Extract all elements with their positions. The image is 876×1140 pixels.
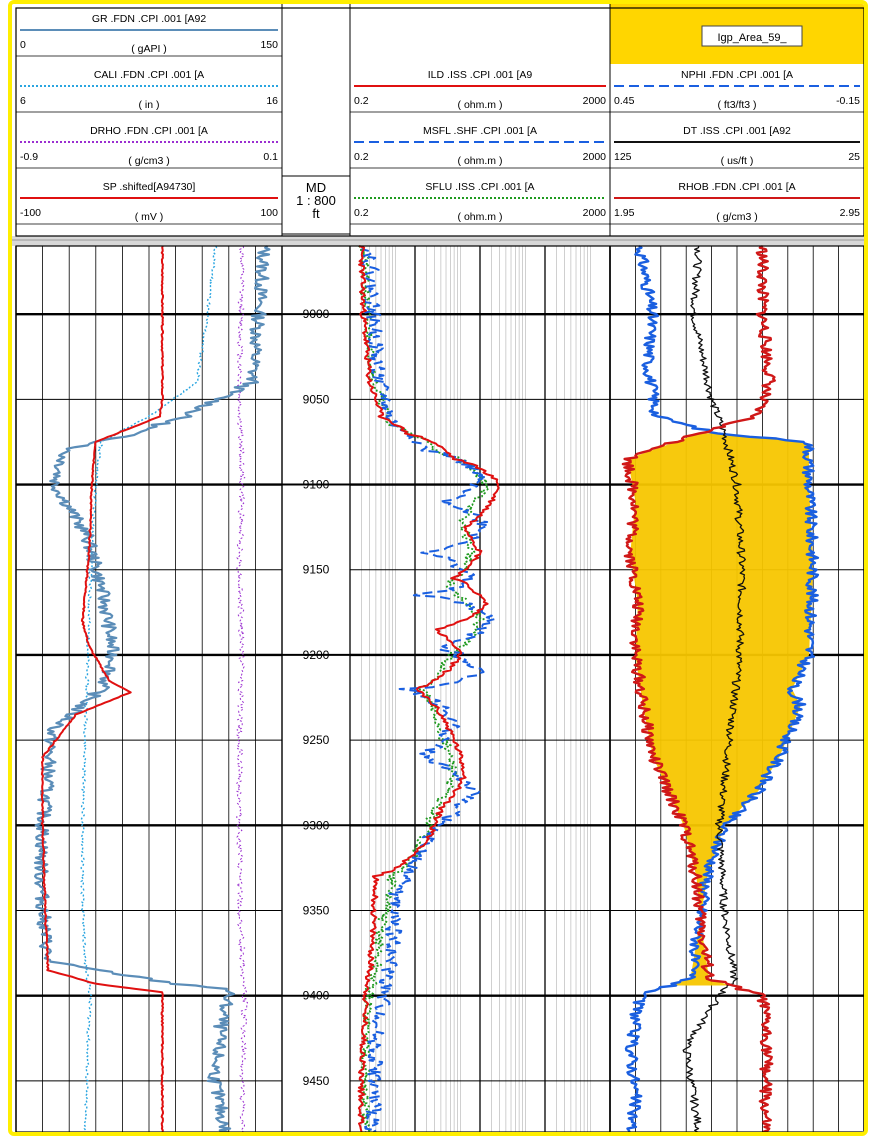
track2-scale-max: 2000 [583, 95, 607, 107]
depth-tick-label: 9400 [303, 989, 330, 1003]
track1-scale-max: 16 [266, 95, 278, 107]
depth-header-box [281, 175, 351, 235]
track2-scale-min: 0.2 [354, 207, 369, 219]
depth-tick-label: 9100 [303, 478, 330, 492]
track3-curve-unit: ( us/ft ) [721, 155, 754, 167]
track1-curve-name: SP .shifted[A94730] [103, 181, 196, 193]
track1-scale-max: 0.1 [263, 151, 278, 163]
ild-curve [357, 245, 500, 1132]
track1-curve-name: DRHO .FDN .CPI .001 [A [90, 125, 208, 137]
track1-scale-min: -0.9 [20, 151, 38, 163]
track2-scale-max: 2000 [583, 151, 607, 163]
track2-curve-name: MSFL .SHF .CPI .001 [A [423, 125, 537, 137]
track1-curve-unit: ( mV ) [135, 211, 164, 223]
track2-curve-unit: ( ohm.m ) [458, 99, 503, 111]
track1-curve-name: CALI .FDN .CPI .001 [A [94, 69, 204, 81]
well-log-panel: Igp_Area_59_ GR .FDN .CPI .001 [A92 0 150 ( … [8, 0, 868, 1136]
depth-tick-label: 9150 [303, 563, 330, 577]
track1-curve-name: GR .FDN .CPI .001 [A92 [92, 13, 207, 25]
area-label: Igp_Area_59_ [717, 32, 787, 44]
track2-curve-unit: ( ohm.m ) [458, 211, 503, 223]
track2-curve-name: ILD .ISS .CPI .001 [A9 [428, 69, 533, 81]
track3-scale-min: 0.45 [614, 95, 635, 107]
depth-header-unit: ft [312, 206, 320, 221]
track1-scale-min: 0 [20, 39, 26, 51]
track1-scale-max: 100 [260, 207, 278, 219]
track1-curve-unit: ( in ) [139, 99, 160, 111]
track3-curve-unit: ( g/cm3 ) [716, 211, 757, 223]
plot-border [15, 245, 864, 1132]
depth-header-md: MD [306, 180, 326, 195]
track2-curve-name: SFLU .ISS .CPI .001 [A [425, 181, 534, 193]
depth-tick-label: 9000 [303, 307, 330, 321]
track3-curve-name: DT .ISS .CPI .001 [A92 [683, 125, 791, 137]
well-log-chart: Igp_Area_59_ GR .FDN .CPI .001 [A92 0 150 ( … [12, 4, 864, 1132]
track3-scale-min: 1.95 [614, 207, 635, 219]
depth-tick-label: 9350 [303, 904, 330, 918]
track2-scale-max: 2000 [583, 207, 607, 219]
crossover-fill-area [628, 433, 814, 986]
depth-header-scale: 1 : 800 [296, 193, 336, 208]
gr-curve [33, 245, 271, 1132]
track1-scale-min: 6 [20, 95, 26, 107]
track3-curve-name: RHOB .FDN .CPI .001 [A [678, 181, 795, 193]
track1-curve-unit: ( g/cm3 ) [128, 155, 169, 167]
cali-curve [80, 245, 218, 1132]
track3-scale-max: 25 [848, 151, 860, 163]
depth-tick-label: 9250 [303, 733, 330, 747]
nphi-curve [624, 245, 820, 1132]
track3-scale-min: 125 [614, 151, 632, 163]
sflu-curve [358, 245, 490, 1132]
depth-tick-label: 9300 [303, 818, 330, 832]
track1-scale-max: 150 [260, 39, 278, 51]
sp-curve [40, 245, 164, 1132]
track2-scale-min: 0.2 [354, 95, 369, 107]
track2-scale-min: 0.2 [354, 151, 369, 163]
track3-curve-unit: ( ft3/ft3 ) [717, 99, 756, 111]
drho-curve [236, 245, 248, 1132]
depth-tick-label: 9050 [303, 392, 330, 406]
msfl-curve [361, 245, 496, 1132]
header-border [15, 7, 864, 237]
header-separator [12, 236, 864, 246]
track3-scale-max: 2.95 [840, 207, 861, 219]
track1-scale-min: -100 [20, 207, 41, 219]
track1-curve-unit: ( gAPI ) [131, 43, 167, 55]
depth-tick-label: 9200 [303, 648, 330, 662]
depth-tick-label: 9450 [303, 1074, 330, 1088]
track3-curve-name: NPHI .FDN .CPI .001 [A [681, 69, 793, 81]
rhob-curve [621, 244, 776, 1132]
area-label-box [701, 25, 803, 47]
track3-scale-max: -0.15 [836, 95, 860, 107]
track2-curve-unit: ( ohm.m ) [458, 155, 503, 167]
